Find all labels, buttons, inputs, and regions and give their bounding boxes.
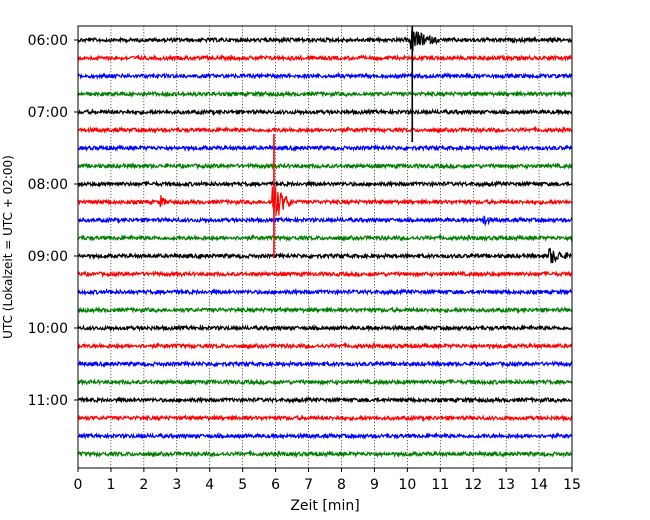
trace-6 — [77, 143, 573, 153]
x-tick-label: 12 — [464, 477, 482, 493]
x-axis-ticks: 0 1 2 3 4 5 6 7 8 9 10 11 12 13 14 15 — [74, 468, 581, 493]
trace-2 — [77, 71, 573, 80]
x-tick-label: 0 — [74, 477, 83, 493]
trace-19 — [77, 377, 573, 387]
trace-12 — [77, 247, 573, 264]
trace-22 — [77, 431, 573, 440]
trace-23 — [77, 449, 573, 459]
x-tick-label: 15 — [563, 477, 581, 493]
trace-1 — [77, 53, 573, 63]
y-axis-label: UTC (Lokalzeit = UTC + 02:00) — [1, 155, 15, 339]
trace-4 — [77, 107, 573, 116]
y-tick-label: 10:00 — [28, 321, 68, 337]
trace-21 — [77, 413, 573, 422]
trace-5 — [77, 125, 573, 134]
y-tick-label: 08:00 — [28, 177, 68, 193]
x-tick-label: 4 — [205, 477, 214, 493]
trace-13 — [77, 270, 573, 279]
trace-20 — [77, 395, 573, 405]
trace-14 — [77, 287, 573, 297]
trace-18 — [77, 359, 573, 369]
trace-9 — [77, 186, 573, 216]
x-tick-label: 6 — [271, 477, 280, 493]
y-axis-ticks: 06:00 07:00 08:00 09:00 10:00 11:00 — [28, 33, 78, 409]
trace-7 — [77, 161, 573, 171]
x-axis-label: Zeit [min] — [290, 498, 359, 514]
trace-3 — [77, 89, 573, 99]
x-tick-label: 3 — [172, 477, 181, 493]
trace-8 — [77, 179, 573, 189]
x-tick-label: 7 — [304, 477, 313, 493]
x-tick-label: 13 — [497, 477, 515, 493]
x-tick-label: 10 — [398, 477, 416, 493]
x-tick-label: 8 — [337, 477, 346, 493]
x-tick-label: 1 — [106, 477, 115, 493]
y-tick-label: 09:00 — [28, 249, 68, 265]
trace-17 — [77, 341, 573, 351]
x-tick-label: 14 — [530, 477, 548, 493]
y-tick-label: 06:00 — [28, 33, 68, 49]
trace-15 — [77, 305, 573, 315]
x-tick-label: 5 — [238, 477, 247, 493]
y-tick-label: 07:00 — [28, 105, 68, 121]
trace-0 — [77, 27, 573, 52]
grid — [110, 26, 540, 468]
x-tick-label: 11 — [431, 477, 449, 493]
x-tick-label: 2 — [139, 477, 148, 493]
plot-frame — [77, 25, 573, 469]
trace-10 — [77, 215, 573, 227]
y-tick-label: 11:00 — [28, 393, 68, 409]
x-tick-label: 9 — [370, 477, 379, 493]
trace-16 — [77, 323, 573, 332]
trace-11 — [77, 233, 573, 243]
traces — [77, 26, 573, 459]
